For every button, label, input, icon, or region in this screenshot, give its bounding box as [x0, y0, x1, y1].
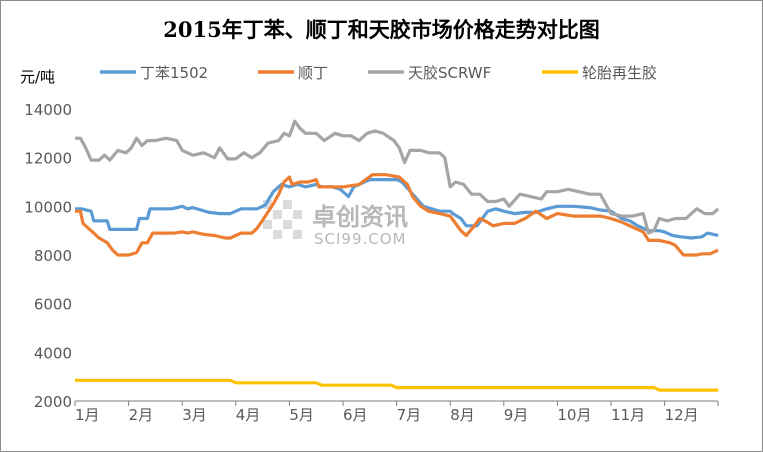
y-tick-label: 2000	[34, 393, 72, 411]
x-tick-label: 12月	[665, 406, 699, 424]
x-tick-label: 4月	[236, 406, 261, 424]
legend-label: 轮胎再生胶	[582, 64, 657, 82]
axes: 2000 4000 6000 8000 10000 12000 14000 1月 2月 3月 4月 5…	[24, 101, 719, 424]
legend-label: 顺丁	[298, 64, 328, 82]
x-tick-label: 10月	[557, 406, 591, 424]
series-line-2	[75, 173, 719, 257]
x-tick-label: 5月	[289, 406, 314, 424]
legend-label: 天胶SCRWF	[408, 64, 491, 82]
x-tick-label: 3月	[182, 406, 207, 424]
series-line-3	[75, 119, 720, 235]
y-tick-label: 10000	[24, 198, 72, 216]
series-line-4	[75, 378, 719, 392]
x-tick-label: 7月	[397, 406, 422, 424]
x-tick-label: 8月	[450, 406, 475, 424]
x-tick-label: 9月	[504, 406, 529, 424]
x-tick-label: 11月	[611, 406, 645, 424]
legend-label: 丁苯1502	[140, 64, 208, 82]
x-tick-label: 2月	[129, 406, 154, 424]
series-lines	[75, 119, 720, 392]
y-tick-label: 4000	[34, 344, 72, 362]
y-tick-label: 12000	[24, 150, 72, 168]
legend-item: 轮胎再生胶	[542, 64, 657, 82]
x-tick-label: 6月	[343, 406, 368, 424]
y-tick-label: 8000	[34, 247, 72, 265]
legend-item: 丁苯1502	[100, 64, 208, 82]
watermark-logo-icon	[263, 200, 302, 239]
x-tick-label: 1月	[75, 406, 100, 424]
y-axis-unit-label: 元/吨	[20, 68, 56, 86]
legend: 丁苯1502 顺丁 天胶SCRWF 轮胎再生胶	[100, 64, 657, 82]
y-tick-label: 14000	[24, 101, 72, 119]
y-tick-label: 6000	[34, 296, 72, 314]
watermark-text-cn: 卓创资讯	[312, 203, 408, 231]
legend-item: 顺丁	[258, 64, 328, 82]
chart-title: 2015年丁苯、顺丁和天胶市场价格走势对比图	[163, 17, 600, 42]
legend-item: 天胶SCRWF	[368, 64, 491, 82]
watermark-text-en: SCI99.COM	[314, 230, 407, 248]
